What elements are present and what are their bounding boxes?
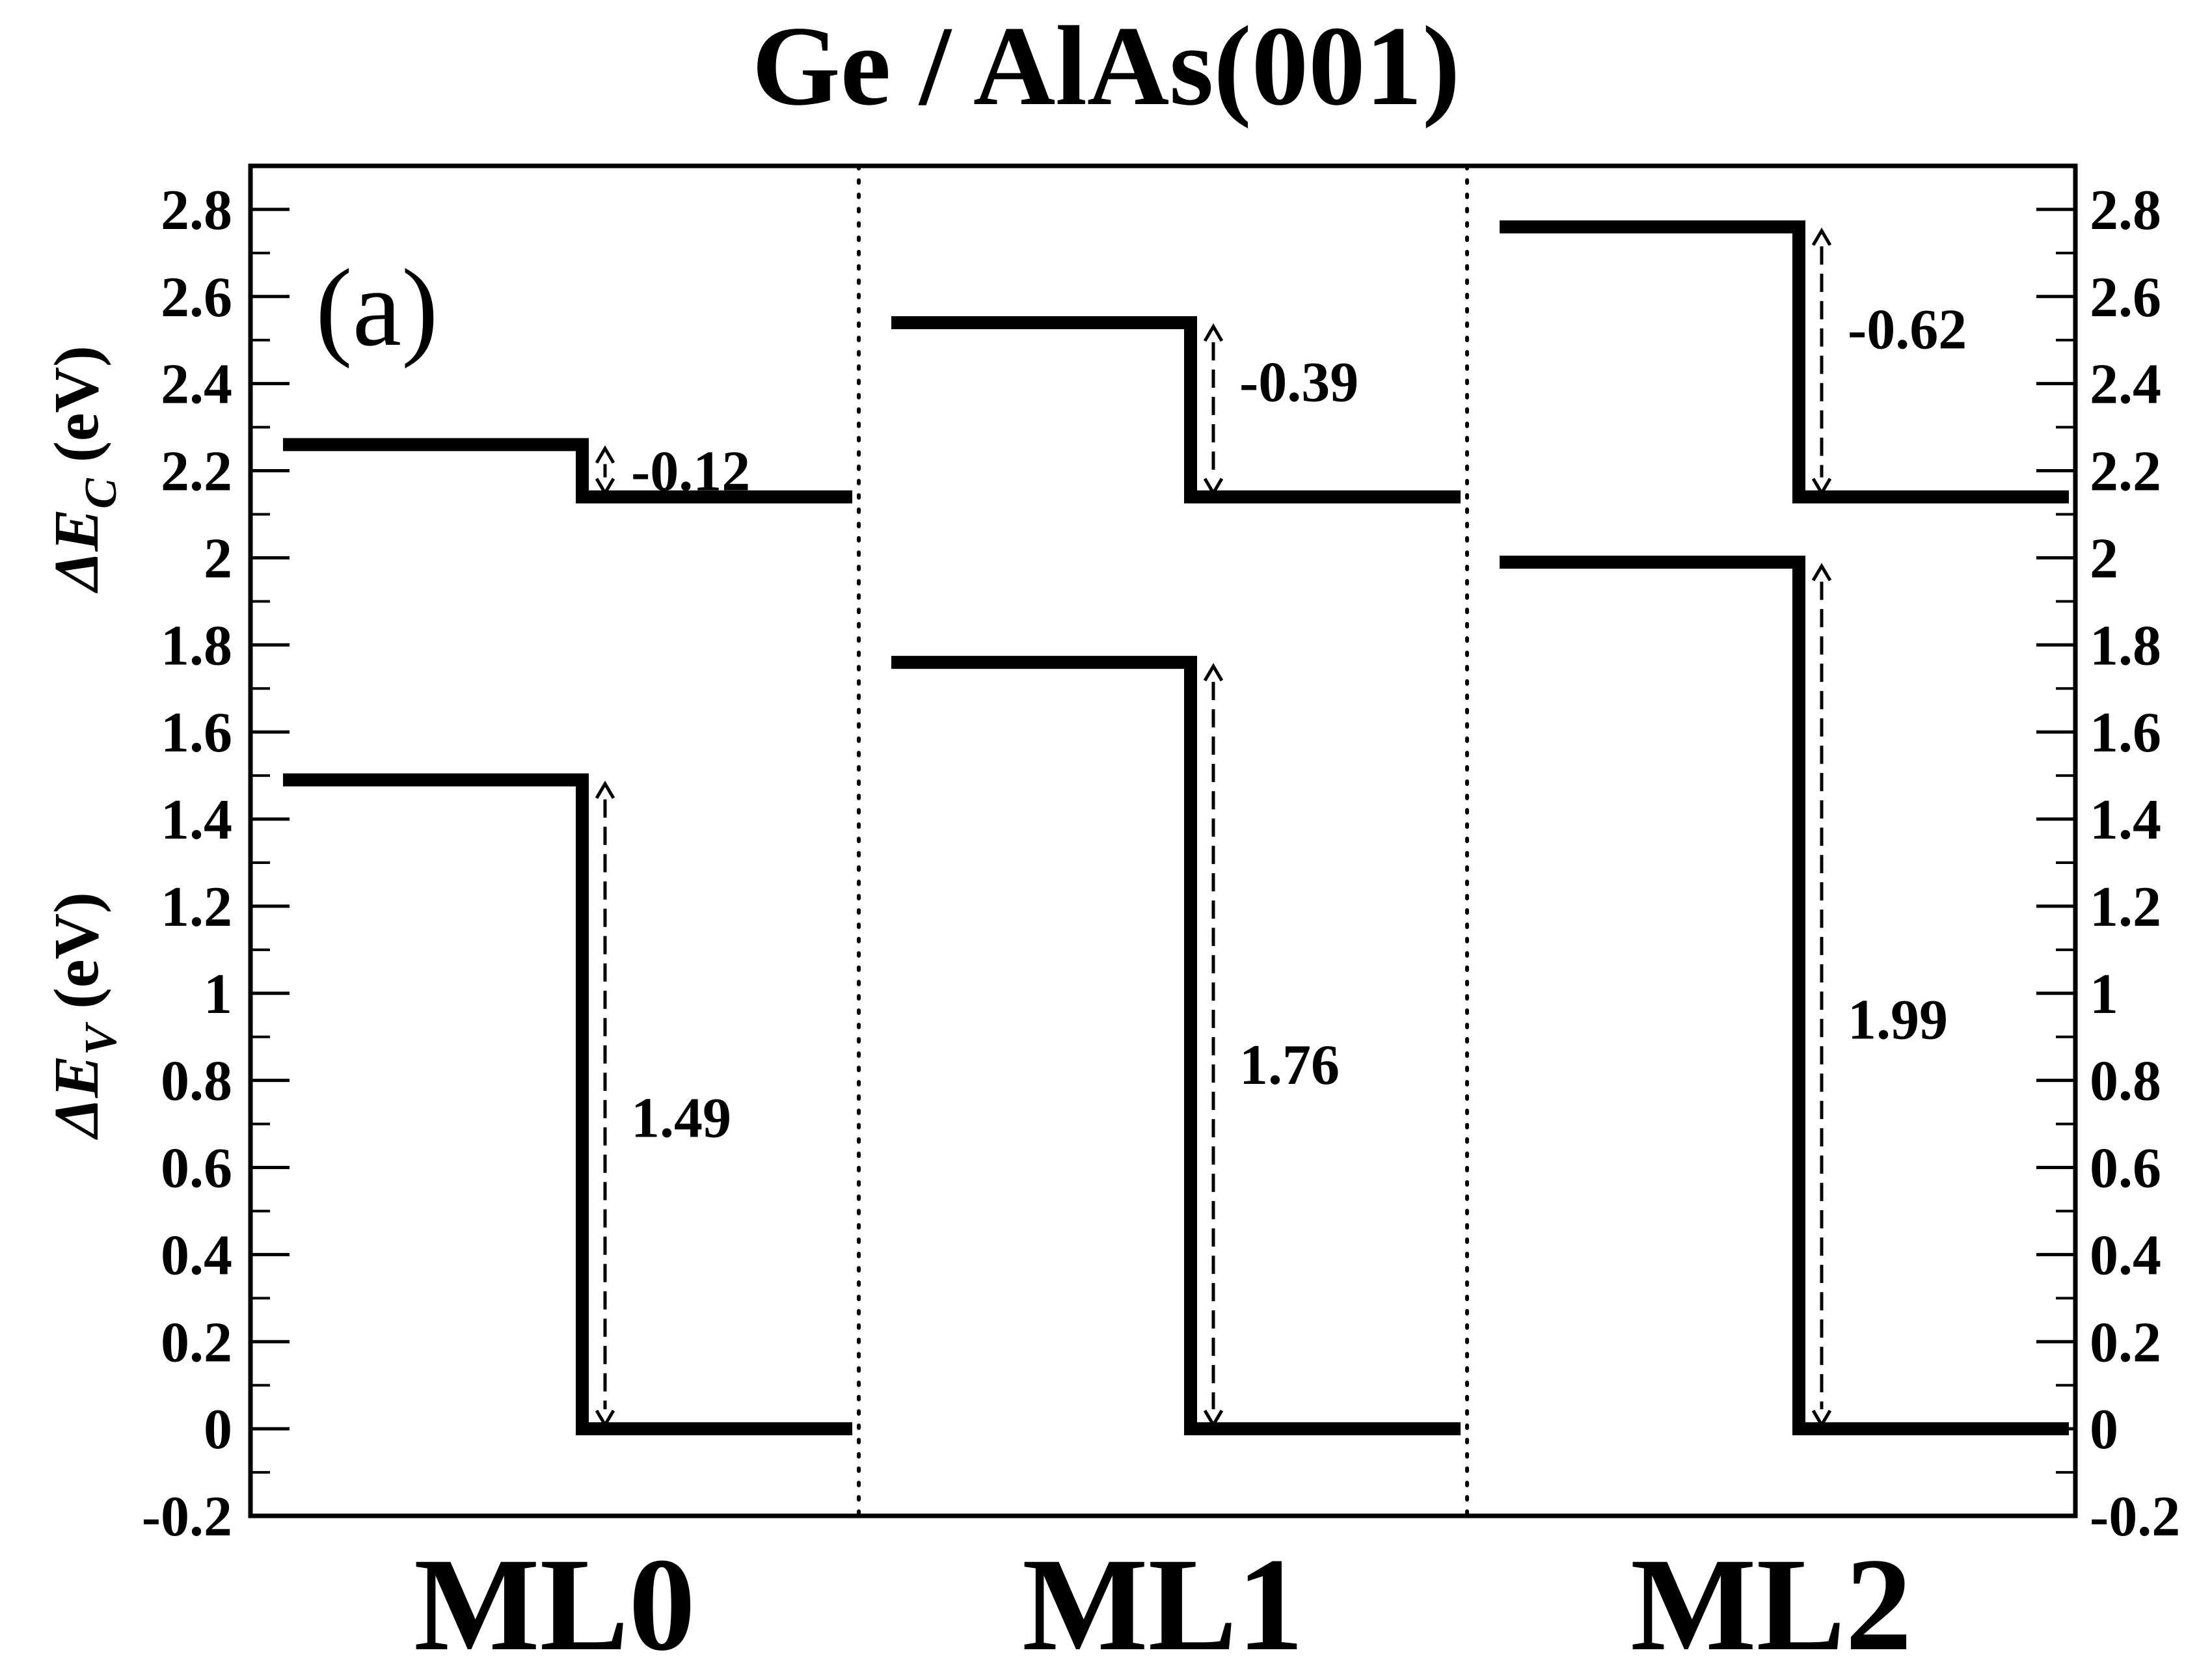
y-tick-label-right: 0.8 [2090, 1050, 2161, 1113]
valence-offset-arrow-head-down [595, 1409, 615, 1429]
y-tick-label-left: -0.2 [142, 1485, 232, 1548]
y-tick-label-right: 2.8 [2090, 179, 2161, 242]
y-tick-label-left: 1.2 [161, 876, 232, 939]
y-tick-label-left: 2.8 [161, 179, 232, 242]
y-tick-label-right: 1.8 [2090, 614, 2161, 677]
y-tick-label-right: 0.6 [2090, 1137, 2161, 1200]
y-tick-label-right: 2 [2090, 527, 2118, 590]
valence-offset-label: 1.49 [631, 1086, 731, 1150]
conduction-offset-label: -0.12 [631, 440, 750, 504]
y-tick-label-left: 1 [204, 963, 232, 1026]
y-tick-label-right: 1.4 [2090, 789, 2161, 852]
y-tick-label-right: 1.2 [2090, 876, 2161, 939]
conduction-offset-label: -0.39 [1239, 351, 1358, 414]
y-tick-label-left: 2.4 [161, 353, 232, 416]
valence-offset-label: 1.99 [1848, 989, 1948, 1052]
y-tick-label-left: 0.6 [161, 1137, 232, 1200]
valence-band-step [891, 656, 1461, 1436]
conduction-offset-arrow-head-up [595, 445, 615, 464]
valence-offset-arrow-head-up [595, 780, 615, 800]
conduction-offset-arrow-head-up [1811, 227, 1832, 246]
y-tick-label-right: 1.6 [2090, 701, 2161, 764]
y-tick-label-right: 2.6 [2090, 266, 2161, 329]
y-tick-label-left: 2 [204, 527, 232, 590]
y-tick-label-left: 0.8 [161, 1050, 232, 1113]
valence-offset-label: 1.76 [1239, 1034, 1340, 1097]
y-tick-label-left: 2.6 [161, 266, 232, 329]
chart-marks: -0.2 -0.2 0 0 0.2 0.2 0.4 0.4 0.6 0.6 0.8 0.8 1 1 1.2 1… [42, 163, 2180, 1659]
y-tick-label-right: 0.4 [2090, 1224, 2161, 1287]
y-axis-label-valence: ΔEV (eV) [42, 892, 126, 1140]
y-tick-label-right: 2.2 [2090, 440, 2161, 504]
conduction-offset-label: -0.62 [1848, 298, 1967, 361]
conduction-offset-arrow-head-down [595, 478, 615, 496]
y-tick-label-left: 0.2 [161, 1311, 232, 1374]
plot-frame [248, 163, 2078, 1518]
y-tick-label-right: 0 [2090, 1398, 2118, 1461]
y-tick-label-right: 1 [2090, 963, 2118, 1026]
y-tick-label-right: 0.2 [2090, 1311, 2161, 1374]
y-tick-label-left: 0.4 [161, 1224, 232, 1287]
valence-offset-arrow-head-down [1203, 1409, 1224, 1429]
y-tick-label-left: 1.8 [161, 614, 232, 677]
category-label: ML1 [1022, 1531, 1304, 1659]
conduction-band-step [891, 316, 1461, 504]
y-tick-label-right: -0.2 [2090, 1485, 2180, 1548]
y-tick-label-right: 2.4 [2090, 353, 2161, 416]
valence-offset-arrow-head-down [1811, 1409, 1832, 1429]
chart-title: Ge / AlAs(001) [752, 3, 1461, 129]
conduction-band-step [283, 438, 852, 504]
conduction-offset-arrow-head-up [1203, 323, 1224, 342]
y-tick-label-left: 1.4 [161, 789, 232, 852]
conduction-offset-arrow-head-down [1203, 478, 1224, 496]
category-label: ML0 [414, 1531, 695, 1659]
valence-offset-arrow-head-up [1811, 563, 1832, 582]
valence-band-step [283, 773, 852, 1436]
conduction-offset-arrow-head-down [1811, 478, 1832, 496]
y-axis-label-conduction: ΔEC (eV) [42, 345, 126, 594]
y-tick-label-left: 1.6 [161, 701, 232, 764]
conduction-band-step [1500, 220, 2069, 504]
y-tick-label-left: 2.2 [161, 440, 232, 504]
valence-offset-arrow-head-up [1203, 663, 1224, 682]
y-tick-label-left: 0 [204, 1398, 232, 1461]
panel-label: (a) [316, 247, 438, 369]
valence-band-step [1500, 556, 2069, 1436]
category-label: ML2 [1630, 1531, 1912, 1659]
